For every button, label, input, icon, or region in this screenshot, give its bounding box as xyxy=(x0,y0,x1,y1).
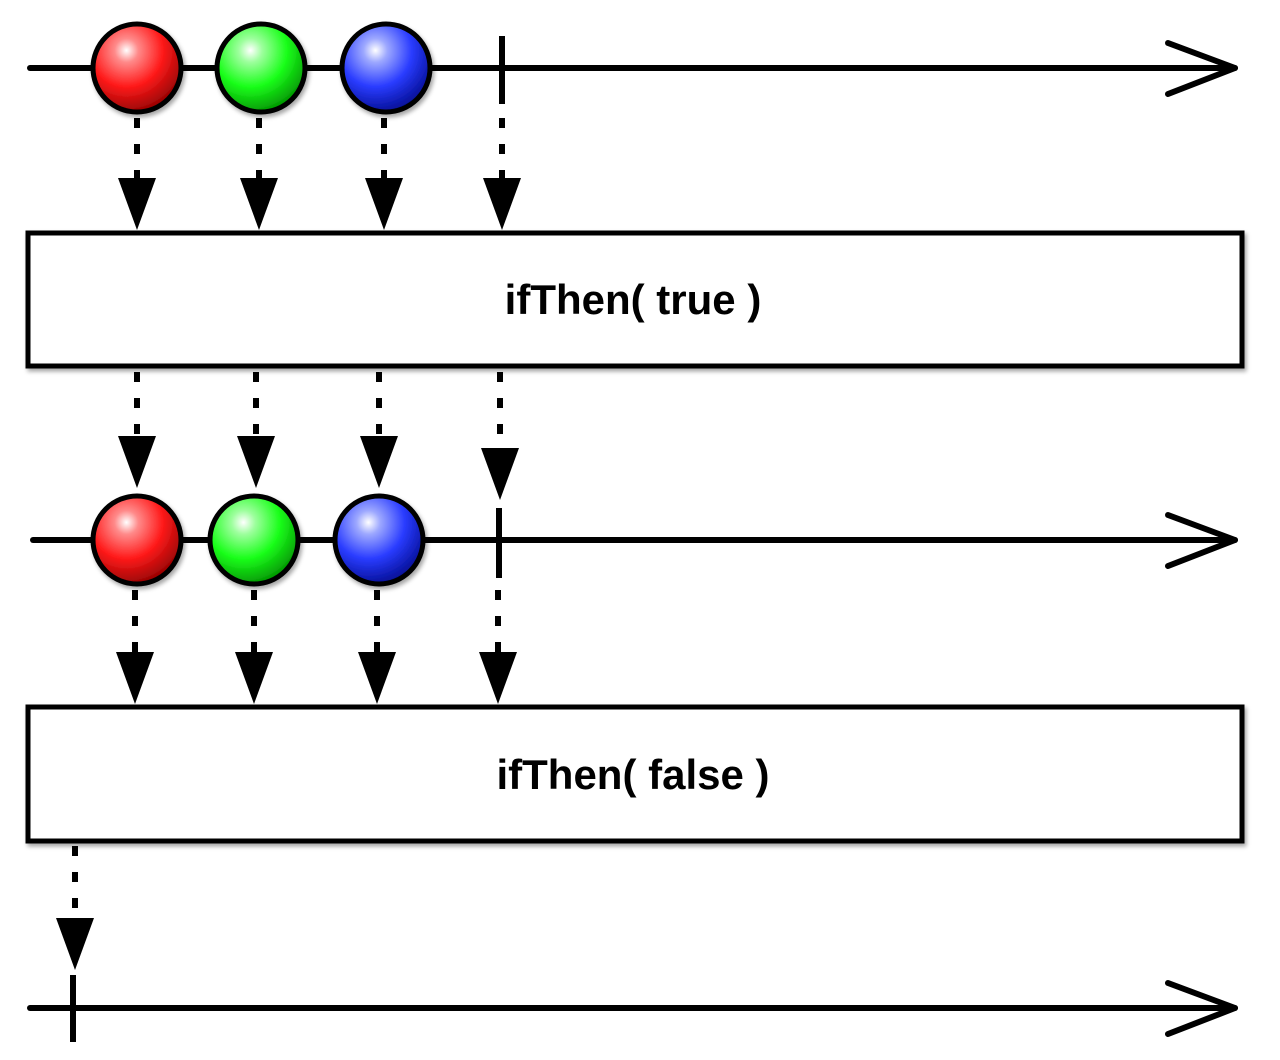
marble-red xyxy=(90,21,184,115)
operator-box xyxy=(25,230,1245,369)
marble-green xyxy=(207,493,301,587)
marble-blue xyxy=(332,493,426,587)
arrowhead-icon xyxy=(116,652,154,704)
timeline-arrow-icon xyxy=(1165,40,1238,97)
output-true-timeline xyxy=(30,493,1238,587)
arrowhead-icon xyxy=(56,918,94,970)
arrowhead-icon xyxy=(360,436,398,488)
operator-box xyxy=(25,704,1245,844)
timeline-arrow-icon xyxy=(1165,512,1238,569)
arrowhead-icon xyxy=(483,178,521,230)
emission-arrows-4 xyxy=(56,846,94,970)
arrowhead-icon xyxy=(240,178,278,230)
arrowhead-icon xyxy=(481,448,519,500)
operator-label: ifThen( true ) xyxy=(505,276,762,323)
arrowhead-icon xyxy=(235,652,273,704)
arrowhead-icon xyxy=(479,652,517,704)
emission-arrows-2 xyxy=(118,372,519,500)
timeline-arrow-icon xyxy=(1165,980,1238,1037)
arrowhead-icon xyxy=(237,436,275,488)
arrowhead-icon xyxy=(118,178,156,230)
operator-box-true: ifThen( true ) xyxy=(25,230,1245,369)
marble-red xyxy=(90,493,184,587)
source-timeline xyxy=(27,21,1238,115)
marble-blue xyxy=(339,21,433,115)
operator-box-false: ifThen( false ) xyxy=(25,704,1245,844)
emission-arrows-1 xyxy=(118,118,521,230)
arrowhead-icon xyxy=(358,652,396,704)
marble-green xyxy=(214,21,308,115)
arrowhead-icon xyxy=(365,178,403,230)
operator-label: ifThen( false ) xyxy=(496,751,769,798)
emission-arrows-3 xyxy=(116,590,517,704)
output-false-timeline xyxy=(27,975,1238,1042)
arrowhead-icon xyxy=(118,436,156,488)
